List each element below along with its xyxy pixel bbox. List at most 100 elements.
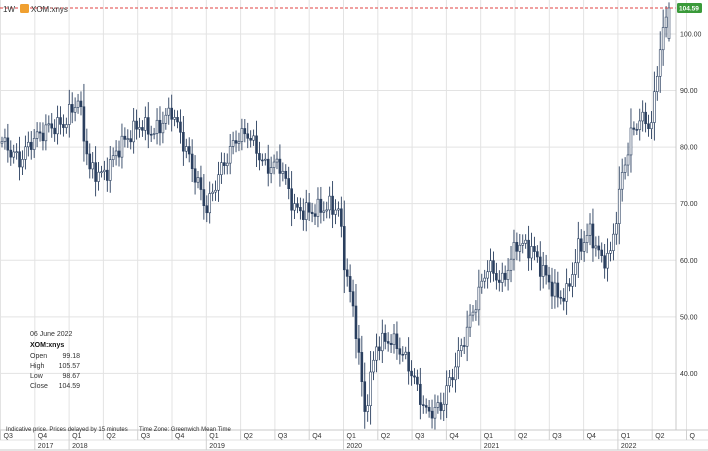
candle-body <box>351 291 355 307</box>
candle-body <box>445 385 448 405</box>
candle-body <box>536 251 539 258</box>
symbol-badge <box>20 4 29 13</box>
candle-body <box>421 404 425 406</box>
candle-body <box>152 133 156 135</box>
candle-body <box>603 255 606 269</box>
year-tick-label: 2021 <box>484 443 500 450</box>
candle-body <box>164 114 168 124</box>
candle-body <box>667 7 671 39</box>
candle-body <box>100 171 103 174</box>
candle-body <box>269 167 273 174</box>
candle-body <box>287 178 290 189</box>
quarter-tick-label: Q3 <box>141 433 150 440</box>
candle-body <box>325 209 329 212</box>
delay-note: Indicative price. Prices delayed by 15 m… <box>6 427 128 433</box>
y-tick-label: 100.00 <box>680 31 702 38</box>
info-date: 06 June 2022 <box>30 331 73 338</box>
candle-body <box>161 122 165 134</box>
x-axis: Q3 Q4 Q1 Q2 Q3 Q4 Q1 Q2 Q3 Q4 Q1 Q2 Q3 Q4 Q1 Q2 Q3 Q4 Q1 Q2… <box>0 429 708 451</box>
quarter-tick-label: Q2 <box>244 433 253 440</box>
info-row-value: 105.57 <box>59 363 81 370</box>
candle-body <box>155 119 159 134</box>
candle-body <box>454 366 457 381</box>
quarter-tick-label: Q4 <box>312 433 321 440</box>
quarter-tick-label: Q4 <box>587 433 596 440</box>
y-tick-label: 90.00 <box>680 88 698 95</box>
candle-body <box>302 210 305 220</box>
candle-body <box>632 127 636 130</box>
candle-body <box>638 120 642 130</box>
last-price-label: 104.59 <box>679 5 699 12</box>
chart-footer: Indicative price. Prices delayed by 15 m… <box>6 427 231 433</box>
candle-body <box>378 346 381 352</box>
candle-body <box>220 162 223 176</box>
candle-body <box>114 150 118 157</box>
quarter-tick-label: Q1 <box>347 433 356 440</box>
candle-body <box>193 168 197 183</box>
candle-body <box>459 345 463 352</box>
candle-body <box>0 141 4 144</box>
candle-body <box>50 123 54 129</box>
candle-body <box>296 203 299 208</box>
quarter-tick-label: Q4 <box>175 433 184 440</box>
candle-body <box>65 124 68 128</box>
candle-body <box>626 154 630 166</box>
symbol-label[interactable]: XOM:xnys <box>31 5 68 14</box>
info-row-value: 98.67 <box>62 373 80 380</box>
candle-body <box>76 100 80 108</box>
candle-body <box>111 155 115 160</box>
candle-body <box>246 133 250 139</box>
candle-body <box>73 107 77 113</box>
candle-body <box>615 223 618 235</box>
candle-body <box>205 205 209 214</box>
candle-body <box>348 276 352 292</box>
candle-body <box>261 159 264 162</box>
quarter-tick-label: Q1 <box>621 433 630 440</box>
candle-body <box>424 405 428 408</box>
candle-body <box>290 188 293 211</box>
quarter-tick-label: Q <box>690 433 696 440</box>
candle-body <box>117 150 121 158</box>
candle-body <box>433 407 437 419</box>
candle-body <box>187 146 191 155</box>
candle-body <box>91 162 94 170</box>
candle-body <box>228 146 232 164</box>
candle-body <box>38 131 42 134</box>
candle-body <box>653 91 656 123</box>
candle-body <box>655 75 659 92</box>
candle-body <box>141 127 144 131</box>
candle-body <box>167 107 171 116</box>
candle-body <box>524 239 527 244</box>
year-tick-label: 2019 <box>209 443 225 450</box>
candle-body <box>185 146 188 152</box>
candle-body <box>179 121 182 133</box>
candle-body <box>661 27 665 51</box>
gridlines <box>0 0 687 440</box>
candle-body <box>369 371 372 406</box>
candle-body <box>176 117 179 123</box>
candle-body <box>234 140 238 144</box>
interval-label[interactable]: 1W <box>3 5 15 14</box>
candle-body <box>158 119 162 134</box>
quarter-tick-label: Q3 <box>552 433 561 440</box>
candle-body <box>395 333 399 349</box>
candle-body <box>550 281 554 297</box>
candle-body <box>263 158 267 161</box>
candle-body <box>53 127 56 135</box>
candle-body <box>196 177 200 183</box>
quarter-tick-label: Q1 <box>484 433 493 440</box>
candle-body <box>533 246 536 252</box>
candle-body <box>35 131 39 139</box>
candle-body <box>375 346 378 361</box>
candle-body <box>430 410 434 419</box>
candle-body <box>468 314 472 328</box>
quarter-tick-label: Q1 <box>209 433 218 440</box>
candle-body <box>240 128 244 142</box>
candle-body <box>138 127 141 130</box>
candle-body <box>79 100 83 108</box>
candle-body <box>594 245 598 249</box>
candle-body <box>486 271 489 279</box>
year-tick-label: 2022 <box>621 443 637 450</box>
candle-body <box>556 282 560 298</box>
